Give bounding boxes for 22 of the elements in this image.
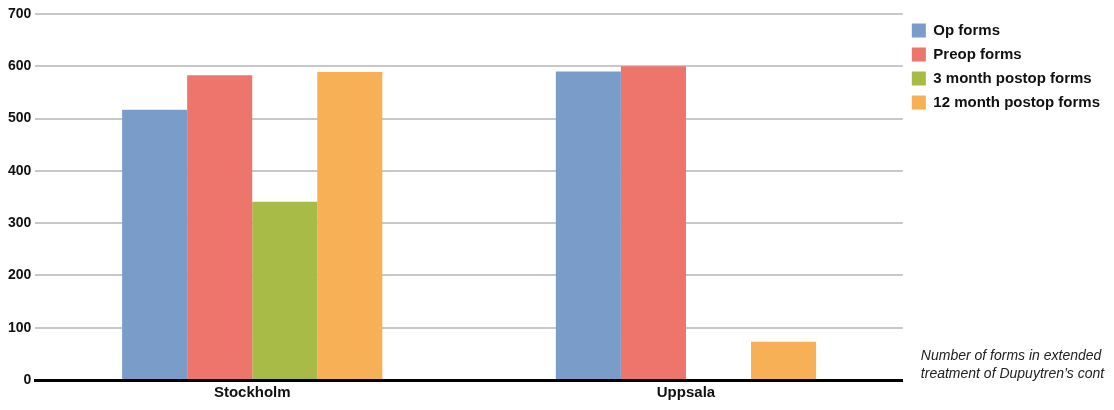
y-tick-label: 100	[8, 318, 32, 335]
bar	[252, 201, 318, 379]
bar	[751, 341, 817, 379]
y-tick-label: 600	[8, 57, 32, 74]
y-tick-label: 400	[8, 161, 32, 178]
y-tick-label: 0	[23, 370, 32, 387]
x-tick-label: Uppsala	[656, 383, 716, 401]
y-tick-label: 500	[8, 109, 32, 126]
y-tick-label: 300	[8, 214, 32, 230]
legend-label: Preop forms	[933, 44, 1022, 62]
bar	[122, 109, 188, 379]
legend-label: 3 month postop forms	[933, 68, 1092, 86]
bar	[620, 66, 686, 379]
x-tick-label: Stockholm	[213, 383, 291, 401]
y-tick-label: 200	[8, 266, 32, 283]
bar	[555, 71, 621, 379]
text: Number of forms in extended treatment of Dupuytren’s cont	[920, 347, 1106, 381]
y-tick-label: 700	[8, 4, 32, 21]
bar	[187, 75, 253, 379]
legend-label: 12 month postop forms	[933, 92, 1100, 110]
legend-label: Op forms	[933, 20, 1001, 38]
bar	[317, 72, 383, 379]
